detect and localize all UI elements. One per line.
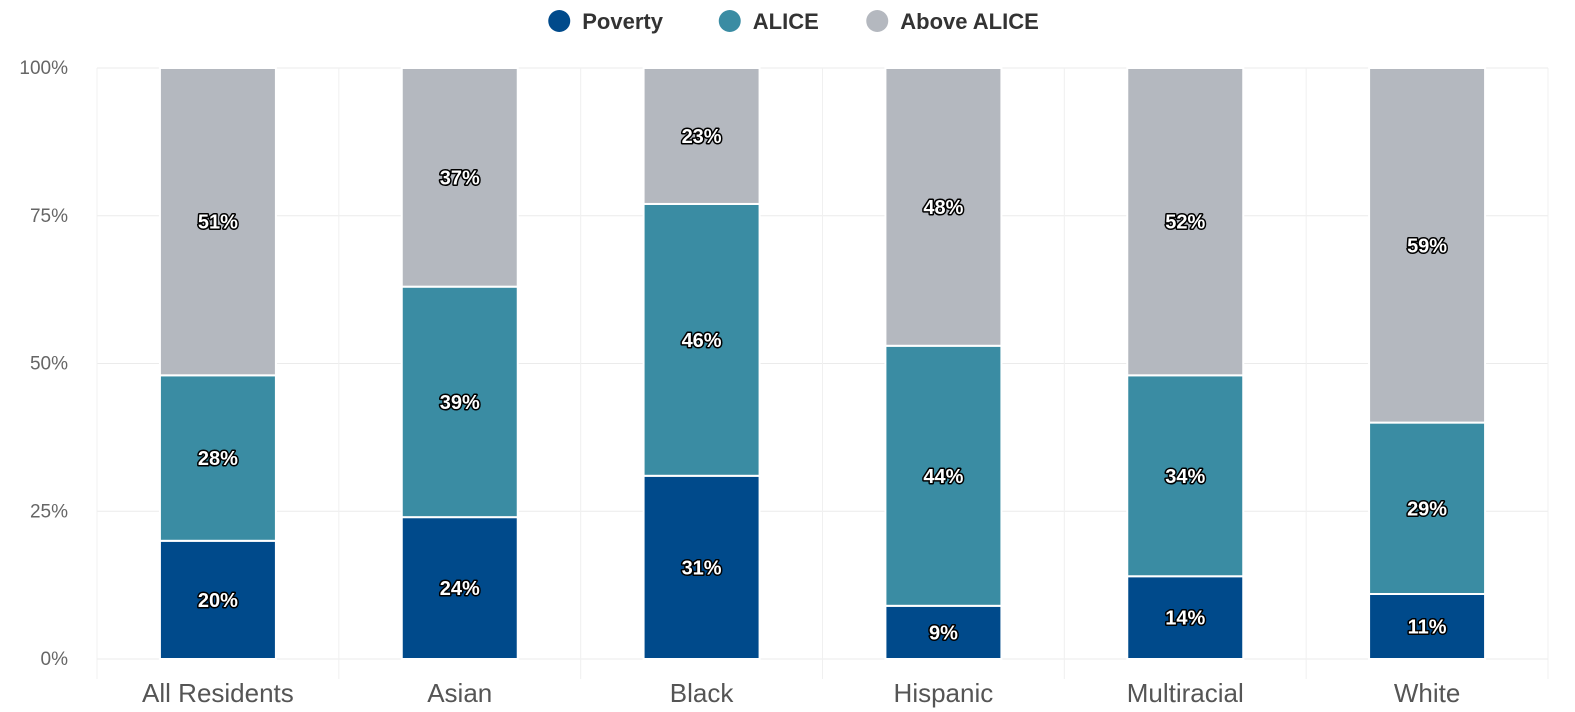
legend: Poverty ALICE Above ALICE [548,9,1039,34]
legend-marker [718,10,741,32]
legend-marker [548,10,571,32]
bar-alice [884,344,1003,607]
data-label: 39% [440,392,480,414]
bar-alice [1368,421,1487,595]
y-tick-label: 50% [30,354,68,375]
bar-above-alice [158,67,277,377]
data-label: 46% [682,330,722,352]
data-label: 20% [198,590,238,612]
data-label: 34% [1165,466,1205,488]
data-label: 29% [1407,498,1447,520]
data-label: 37% [440,167,480,189]
x-tick-label: White [1394,678,1460,708]
bar-poverty [158,539,277,660]
x-tick-label: Multiracial [1127,678,1244,708]
data-label: 31% [682,557,722,579]
x-tick-label: All Residents [142,678,294,708]
bars [158,67,1487,661]
data-label: 11% [1408,616,1447,638]
bar-alice [400,285,519,519]
legend-item: ALICE [718,9,819,34]
data-label: 44% [923,466,963,488]
data-label: 51% [198,212,238,234]
legend-label: ALICE [753,9,819,34]
bar-above-alice [1126,67,1245,377]
gridlines [96,67,1549,679]
data-labels: 20% 28% 51% 24% 39% 37% 31% 46% 23% 9% 44% 48% 14% 34… [196,124,1448,645]
bar-poverty [884,604,1003,660]
y-tick-label: 25% [30,501,68,522]
x-tick-label: Black [670,678,735,708]
data-label: 9% [929,622,958,644]
bar-above-alice [1368,67,1487,424]
y-tick-label: 100% [19,58,68,79]
data-label: 52% [1165,212,1205,234]
data-label: 24% [440,578,480,600]
bar-poverty [1368,592,1487,660]
legend-marker [866,10,889,32]
y-tick-label: 75% [30,206,68,227]
data-label: 23% [682,126,722,148]
bar-alice [642,202,761,477]
y-axis: 0% 25% 50% 75% 100% [19,58,68,670]
y-tick-label: 0% [41,649,69,670]
x-tick-label: Asian [427,678,492,708]
bar-poverty [642,474,761,661]
bar-above-alice [642,67,761,205]
x-tick-label: Hispanic [894,678,994,708]
bar-poverty [1126,575,1245,661]
data-label: 14% [1165,608,1205,630]
legend-label: Poverty [582,9,663,34]
legend-item: Poverty [548,9,664,34]
legend-item: Above ALICE [866,9,1039,34]
x-axis: All Residents Asian Black Hispanic Multiraci… [142,678,1460,708]
bar-above-alice [884,67,1003,347]
data-label: 59% [1407,235,1447,257]
legend-label: Above ALICE [900,9,1039,34]
data-label: 28% [198,448,238,470]
bar-above-alice [400,67,519,288]
data-label: 48% [923,197,963,219]
bar-alice [1126,374,1245,578]
